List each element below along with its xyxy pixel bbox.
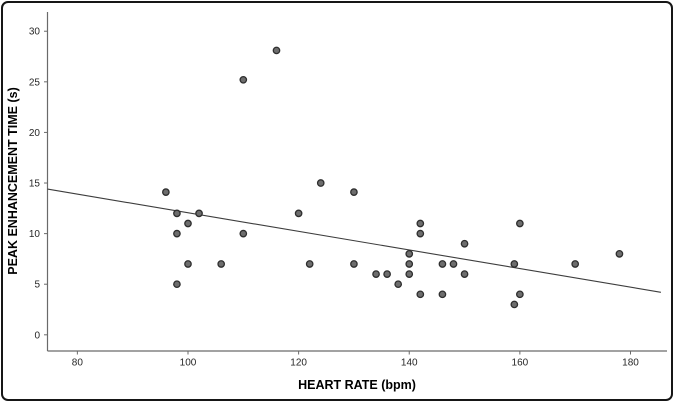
x-tick-label: 120: [290, 358, 307, 369]
data-point: [184, 219, 192, 228]
data-point: [383, 270, 391, 278]
data-point: [173, 209, 181, 218]
data-point: [173, 280, 181, 289]
x-tick-label: 160: [512, 358, 529, 369]
data-point: [405, 270, 414, 278]
y-tick-label: 5: [34, 280, 40, 291]
y-tick-label: 15: [29, 179, 41, 190]
data-point: [217, 260, 226, 268]
data-point: [516, 290, 524, 299]
x-tick-label: 80: [72, 358, 84, 369]
axes: 80 100 120 140 160 180 0 5 10 15 20 25 30: [29, 12, 667, 369]
data-point: [416, 219, 425, 228]
data-point: [184, 260, 192, 268]
data-point: [305, 260, 314, 268]
data-point: [405, 260, 414, 268]
data-point: [405, 250, 414, 258]
data-point: [316, 179, 325, 187]
y-tick-label: 10: [29, 229, 41, 240]
x-tick-label: 100: [180, 358, 197, 369]
data-point: [416, 290, 425, 299]
data-point: [615, 250, 624, 258]
x-axis-title: HEART RATE (bpm): [298, 378, 416, 392]
y-axis-title: PEAK ENHANCEMENT TIME (s): [6, 87, 20, 275]
y-tick-label: 25: [29, 77, 41, 88]
data-point: [272, 46, 281, 55]
data-point: [516, 219, 524, 228]
data-point: [438, 260, 447, 268]
data-point: [350, 188, 358, 196]
data-point: [571, 260, 580, 268]
x-tick-label: 140: [401, 358, 418, 369]
data-point: [173, 229, 181, 238]
data-point: [372, 270, 380, 278]
data-point: [239, 75, 248, 84]
trend-line-group: [47, 188, 662, 293]
y-tick-label: 30: [29, 27, 41, 38]
data-point: [510, 260, 519, 268]
data-point: [350, 260, 358, 268]
data-point: [195, 209, 203, 218]
data-point: [294, 209, 303, 218]
data-point: [394, 280, 403, 289]
data-point: [416, 229, 425, 238]
data-points: [162, 46, 624, 309]
x-tick-label: 180: [622, 358, 639, 369]
y-tick-label: 0: [34, 330, 40, 341]
data-point: [239, 229, 248, 238]
trend-line: [47, 188, 662, 293]
data-point: [438, 290, 447, 299]
data-point: [162, 188, 170, 196]
data-point: [449, 260, 458, 268]
data-point: [460, 239, 469, 248]
data-point: [510, 300, 519, 309]
y-tick-label: 20: [29, 128, 41, 139]
data-point: [460, 270, 469, 278]
